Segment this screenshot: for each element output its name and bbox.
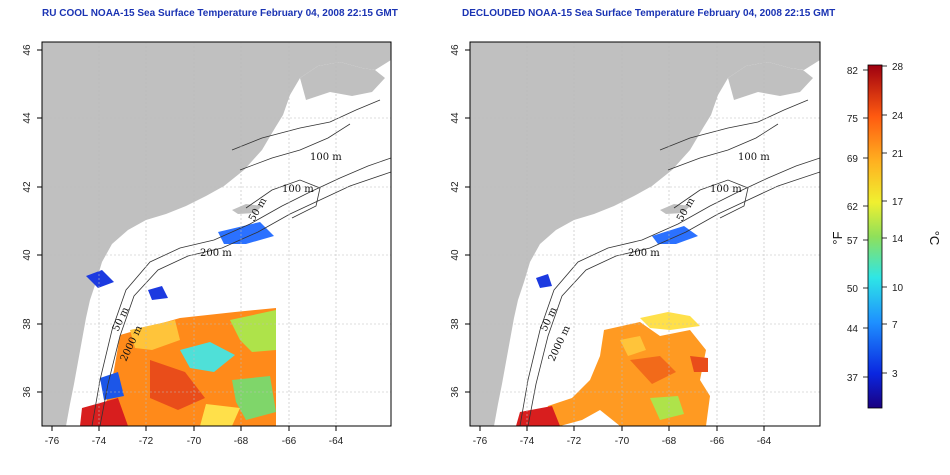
celsius-tick: 28 [892,62,904,73]
x-tick-label: -76 [45,436,60,447]
fahrenheit-tick: 82 [847,66,859,77]
fahrenheit-tick: 50 [847,284,859,295]
y-tick-label: 46 [22,44,33,56]
y-tick-label: 42 [450,181,461,193]
sst-imagery [516,226,710,426]
celsius-tick: 7 [892,320,898,331]
y-tick-label: 46 [450,44,461,56]
x-tick-label: -76 [473,436,488,447]
land-mass [42,42,391,426]
map-frame [41,41,392,427]
x-tick-label: -72 [567,436,582,447]
sst-imagery [80,222,276,426]
y-tick-label: 44 [450,112,461,124]
x-tick-label: -66 [710,436,725,447]
celsius-tick: 3 [892,369,898,380]
bathymetry-contours [519,99,820,426]
y-tick-label: 40 [450,249,461,261]
celsius-unit-label: °C [927,231,942,246]
celsius-tick: 21 [892,149,904,160]
right-sst-map: 100 m 100 m 50 m 200 m 50 m 2000 m -76 -… [450,41,821,447]
map-grid [42,42,391,426]
y-tick-label: 42 [22,181,33,193]
fahrenheit-tick: 37 [847,373,859,384]
colorbar-gradient [867,64,883,409]
fahrenheit-tick: 62 [847,202,859,213]
bathymetry-contours [91,99,391,426]
contour-label: 100 m [310,152,342,163]
x-tick-label: -64 [757,436,772,447]
fahrenheit-tick: 69 [847,154,859,165]
y-tick-label: 36 [22,386,33,398]
fahrenheit-tick: 75 [847,114,859,125]
map-grid [470,42,820,426]
y-tick-label: 38 [22,318,33,330]
y-tick-label: 38 [450,318,461,330]
left-map-title: RU COOL NOAA-15 Sea Surface Temperature … [42,8,398,19]
x-tick-label: -68 [662,436,677,447]
celsius-tick: 24 [892,111,904,122]
fahrenheit-tick: 44 [847,324,859,335]
fahrenheit-tick: 57 [847,236,859,247]
y-tick-label: 36 [450,386,461,398]
y-tick-label: 40 [22,249,33,261]
map-frame [469,41,821,427]
contour-label: 200 m [628,248,660,259]
contour-label: 100 m [738,152,770,163]
x-tick-label: -64 [329,436,344,447]
contour-label: 100 m [282,184,314,195]
x-tick-label: -74 [92,436,107,447]
temperature-colorbar: 82 75 69 62 57 50 44 37 28 24 21 17 14 1… [830,62,942,409]
land-mass [470,42,820,426]
y-tick-label: 44 [22,112,33,124]
x-tick-label: -74 [520,436,535,447]
contour-label: 100 m [710,184,742,195]
fahrenheit-unit-label: °F [830,231,845,244]
x-tick-label: -66 [282,436,297,447]
x-tick-label: -68 [234,436,249,447]
x-tick-label: -70 [615,436,630,447]
celsius-tick: 10 [892,283,904,294]
left-sst-map: 100 m 100 m 50 m 200 m 50 m 2000 m -76 -… [22,41,392,447]
x-tick-label: -70 [187,436,202,447]
contour-label: 200 m [200,248,232,259]
celsius-tick: 17 [892,197,904,208]
x-tick-label: -72 [139,436,154,447]
celsius-tick: 14 [892,234,904,245]
right-map-title: DECLOUDED NOAA-15 Sea Surface Temperatur… [462,8,836,19]
